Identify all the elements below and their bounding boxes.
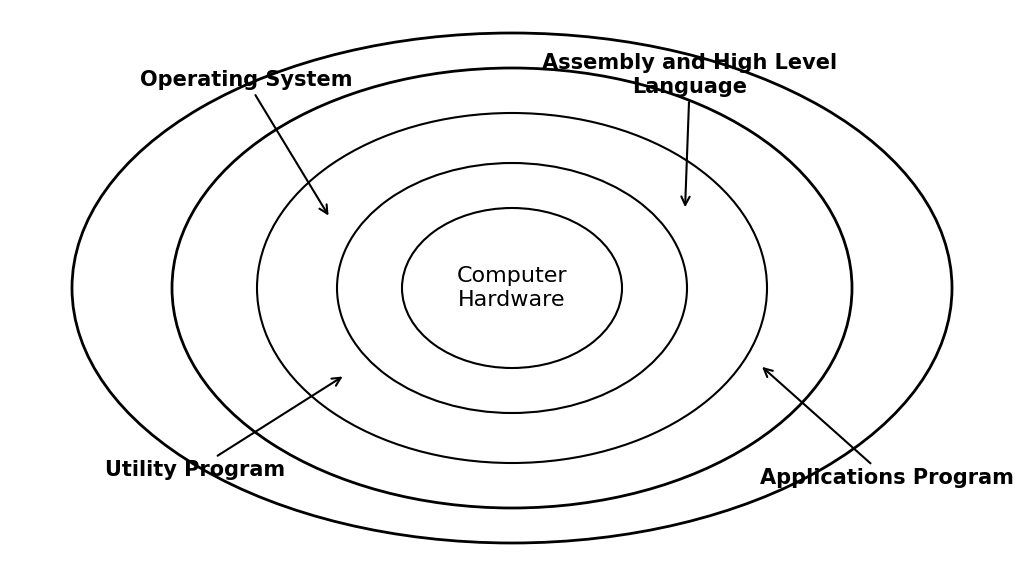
Text: Operating System: Operating System [140,70,352,214]
Text: Computer
Hardware: Computer Hardware [457,266,567,310]
Text: Applications Program: Applications Program [760,369,1014,488]
Text: Assembly and High Level
Language: Assembly and High Level Language [543,54,838,205]
Text: Utility Program: Utility Program [105,378,341,480]
